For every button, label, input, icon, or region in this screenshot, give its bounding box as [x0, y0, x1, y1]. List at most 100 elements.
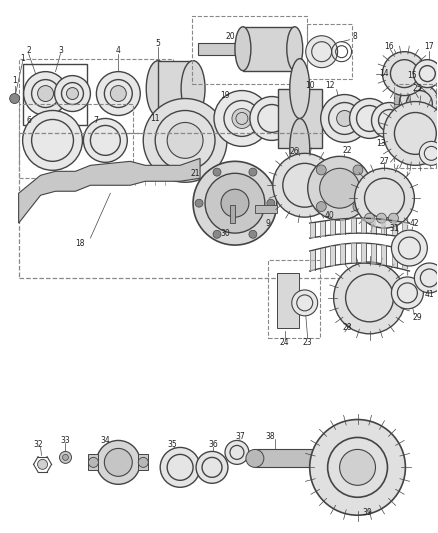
- Text: 32: 32: [34, 440, 43, 449]
- Circle shape: [193, 161, 277, 245]
- Circle shape: [167, 123, 203, 158]
- Circle shape: [214, 91, 270, 147]
- Circle shape: [316, 201, 326, 212]
- Bar: [255, 449, 325, 467]
- Bar: [395, 84, 436, 168]
- Text: 6: 6: [26, 116, 31, 125]
- Circle shape: [205, 173, 265, 233]
- Circle shape: [310, 419, 406, 515]
- Ellipse shape: [146, 61, 170, 117]
- Bar: [19, 59, 173, 133]
- Circle shape: [337, 110, 353, 126]
- Polygon shape: [392, 221, 397, 236]
- Polygon shape: [320, 248, 325, 269]
- Text: 34: 34: [100, 436, 110, 445]
- Text: 8: 8: [352, 32, 357, 41]
- Circle shape: [339, 449, 375, 486]
- Polygon shape: [392, 247, 397, 266]
- Polygon shape: [330, 246, 335, 266]
- Circle shape: [392, 230, 427, 266]
- Text: 15: 15: [408, 71, 417, 80]
- Bar: [277, 273, 299, 328]
- Text: 24: 24: [280, 338, 290, 348]
- Circle shape: [138, 457, 148, 467]
- Text: 38: 38: [265, 432, 275, 441]
- Polygon shape: [402, 222, 407, 237]
- Circle shape: [320, 168, 360, 208]
- Circle shape: [350, 99, 389, 139]
- Text: 18: 18: [76, 239, 85, 247]
- Bar: [243, 27, 295, 71]
- Polygon shape: [340, 219, 346, 234]
- Ellipse shape: [181, 61, 205, 117]
- Circle shape: [414, 263, 438, 293]
- Circle shape: [371, 102, 407, 139]
- Text: 13: 13: [377, 139, 386, 148]
- Circle shape: [384, 101, 438, 165]
- Bar: [23, 63, 88, 125]
- Ellipse shape: [290, 118, 310, 178]
- Circle shape: [10, 94, 20, 103]
- Circle shape: [316, 165, 326, 175]
- Text: 37: 37: [235, 432, 245, 441]
- Polygon shape: [381, 245, 386, 265]
- Circle shape: [96, 440, 140, 484]
- Circle shape: [213, 168, 221, 176]
- Text: 19: 19: [220, 91, 230, 100]
- Text: 33: 33: [60, 436, 71, 445]
- Text: 26: 26: [290, 147, 300, 156]
- Circle shape: [232, 109, 252, 128]
- Circle shape: [308, 156, 371, 220]
- Circle shape: [213, 230, 221, 238]
- Circle shape: [249, 168, 257, 176]
- Text: 4: 4: [116, 46, 121, 55]
- Text: 41: 41: [424, 290, 434, 300]
- Ellipse shape: [290, 59, 310, 118]
- Circle shape: [334, 262, 406, 334]
- Ellipse shape: [287, 27, 303, 71]
- Polygon shape: [310, 223, 315, 238]
- Circle shape: [382, 52, 426, 95]
- Circle shape: [399, 84, 438, 124]
- Circle shape: [221, 189, 249, 217]
- Circle shape: [24, 71, 67, 116]
- Circle shape: [413, 60, 438, 87]
- Circle shape: [225, 440, 249, 464]
- Text: 14: 14: [380, 69, 389, 78]
- Text: 39: 39: [363, 508, 372, 516]
- Text: 23: 23: [303, 338, 313, 348]
- Circle shape: [110, 86, 126, 101]
- Text: 20: 20: [225, 32, 235, 41]
- Bar: [88, 455, 99, 470]
- Bar: [19, 133, 407, 278]
- Circle shape: [246, 449, 264, 467]
- Circle shape: [38, 86, 53, 101]
- Circle shape: [67, 87, 78, 100]
- Polygon shape: [330, 220, 335, 235]
- Text: 35: 35: [167, 440, 177, 449]
- Text: 3: 3: [58, 46, 63, 55]
- Polygon shape: [19, 158, 200, 223]
- Bar: [198, 43, 243, 55]
- Circle shape: [96, 71, 140, 116]
- Text: 30: 30: [220, 229, 230, 238]
- Circle shape: [23, 110, 82, 171]
- Circle shape: [83, 118, 127, 163]
- Circle shape: [389, 213, 399, 223]
- Circle shape: [160, 447, 200, 487]
- Circle shape: [392, 277, 424, 309]
- Text: 36: 36: [208, 440, 218, 449]
- Text: 10: 10: [305, 81, 314, 90]
- Circle shape: [355, 168, 414, 228]
- Bar: [307, 24, 352, 78]
- Text: 16: 16: [385, 42, 394, 51]
- Text: 11: 11: [150, 114, 160, 123]
- Polygon shape: [371, 219, 376, 233]
- Circle shape: [195, 199, 203, 207]
- Circle shape: [353, 201, 363, 212]
- Circle shape: [292, 290, 318, 316]
- Circle shape: [104, 448, 132, 477]
- Circle shape: [306, 36, 338, 68]
- Circle shape: [267, 199, 275, 207]
- Text: 1: 1: [12, 76, 17, 85]
